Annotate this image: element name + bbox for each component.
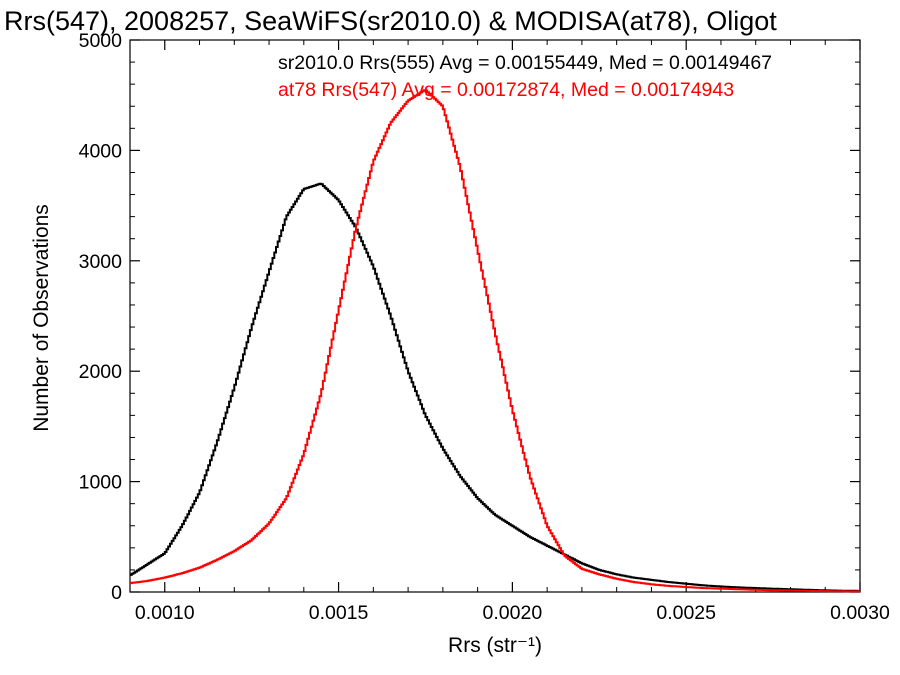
y-tick-label: 2000	[79, 361, 123, 383]
y-tick-label: 1000	[79, 472, 123, 494]
series-black-histogram	[130, 182, 860, 592]
y-tick-label: 0	[111, 582, 122, 604]
chart-title: Rrs(547), 2008257, SeaWiFS(sr2010.0) & M…	[4, 6, 777, 36]
x-tick-label: 0.0030	[830, 602, 890, 624]
x-tick-label: 0.0025	[656, 602, 716, 624]
annotation-red: at78 Rrs(547) Avg = 0.00172874, Med = 0.…	[278, 79, 734, 101]
y-axis-label: Number of Observations	[30, 204, 53, 432]
x-tick-label: 0.0010	[135, 602, 195, 624]
y-tick-label: 4000	[79, 140, 123, 162]
plot-frame	[129, 39, 861, 593]
y-tick-label: 5000	[79, 30, 123, 52]
x-tick-label: 0.0015	[309, 602, 369, 624]
annotation-black: sr2010.0 Rrs(555) Avg = 0.00155449, Med …	[278, 52, 772, 74]
y-tick-label: 3000	[79, 251, 123, 273]
x-tick-label: 0.0020	[483, 602, 543, 624]
x-axis-label: Rrs (str⁻¹)	[448, 634, 542, 657]
series-red-histogram	[130, 89, 860, 593]
